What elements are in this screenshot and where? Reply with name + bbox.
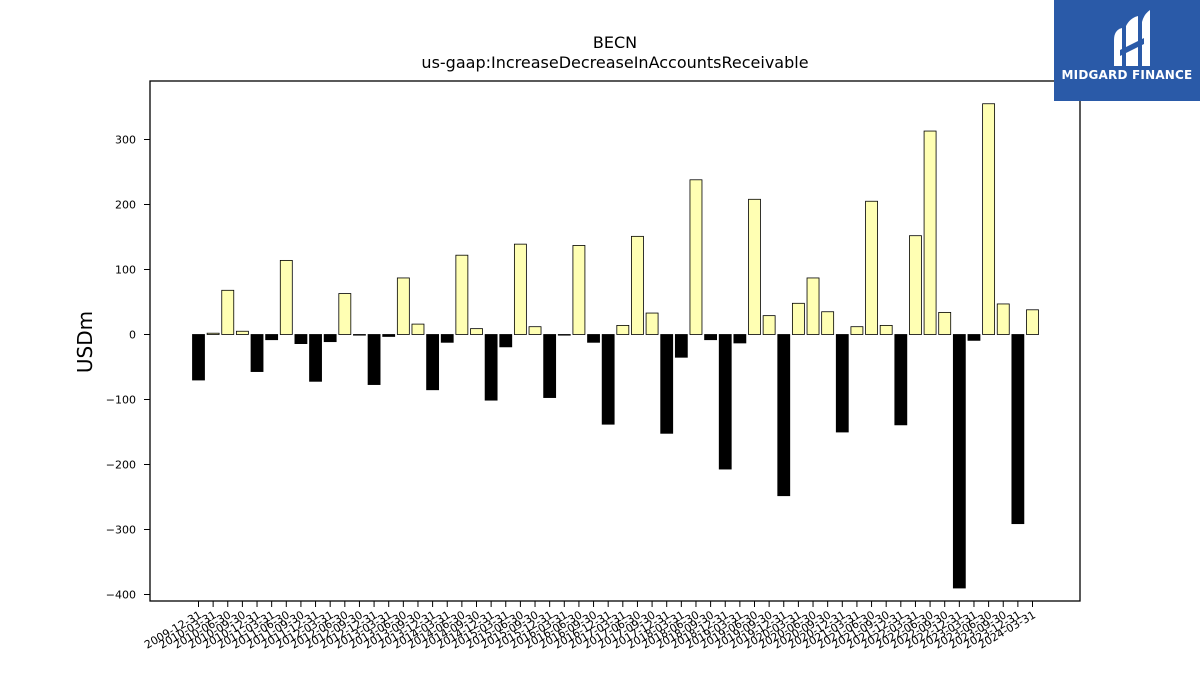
bar-2014-12-31 (484, 334, 498, 401)
bar-2023-06-30 (982, 103, 996, 335)
bar-2015-03-31 (499, 334, 513, 348)
plot-frame (149, 80, 1081, 602)
bar-2013-03-31 (382, 334, 396, 337)
bar-2021-12-31 (894, 334, 908, 426)
bars-group (192, 103, 1039, 589)
bar-2010-12-31 (250, 334, 264, 372)
y-tick-label: −400 (106, 589, 136, 602)
midgard-finance-logo: MIDGARD FINANCE (1054, 0, 1200, 101)
bar-2022-03-31 (909, 235, 922, 335)
bar-2014-06-30 (455, 254, 469, 335)
bar-2016-06-30 (572, 245, 586, 335)
y-tick-label: 300 (115, 134, 136, 147)
bar-2017-12-31 (660, 334, 674, 434)
bar-2010-03-31 (206, 332, 220, 335)
midgard-m-logo-icon (1114, 10, 1150, 66)
chart-title: BECN (593, 33, 637, 52)
bar-2024-03-31 (1026, 309, 1039, 335)
bar-2013-09-30 (411, 323, 425, 335)
bar-2019-12-31 (777, 334, 791, 497)
y-axis-ticks: −400 −300 −200 −100 0 100 200 300 (106, 134, 150, 602)
bar-2010-06-30 (221, 289, 235, 335)
y-tick-label: 100 (115, 264, 136, 277)
bar-2022-09-30 (938, 311, 952, 335)
logo-text: MIDGARD FINANCE (1061, 68, 1193, 82)
bar-2011-03-31 (265, 334, 279, 341)
y-axis-label: USDm (73, 311, 97, 373)
bar-2019-03-31 (733, 334, 747, 344)
bar-2015-12-31 (543, 334, 557, 398)
bar-2017-09-30 (645, 312, 659, 335)
bar-2018-03-31 (674, 334, 688, 358)
bar-2011-09-30 (294, 334, 308, 345)
y-tick-label: 0 (129, 329, 136, 342)
bar-2017-06-30 (631, 235, 644, 335)
bar-2021-09-30 (879, 324, 893, 335)
bar-2012-06-30 (338, 293, 352, 335)
bar-2017-03-31 (616, 324, 630, 335)
bar-2012-03-31 (323, 334, 337, 343)
y-tick-label: −100 (106, 394, 136, 407)
bar-2020-06-30 (806, 277, 820, 335)
bar-2014-03-31 (440, 334, 454, 343)
bar-2010-09-30 (235, 330, 249, 335)
bar-2016-09-30 (587, 334, 600, 343)
bar-2019-06-30 (748, 198, 761, 335)
chart-subtitle: us-gaap:IncreaseDecreaseInAccountsReceiv… (421, 53, 808, 72)
bar-2023-12-31 (1011, 334, 1025, 525)
y-tick-label: 200 (115, 199, 136, 212)
bar-2021-06-30 (865, 200, 878, 335)
bar-2013-12-31 (426, 334, 440, 391)
bar-2014-09-30 (470, 328, 483, 335)
bar-2019-09-30 (762, 315, 776, 335)
bar-2022-12-31 (952, 334, 966, 589)
bar-2018-09-30 (704, 334, 718, 341)
x-axis-ticks: 2009-12-312010-03-312010-06-302010-09-30… (142, 601, 1038, 652)
bar-2009-12-31 (192, 334, 205, 381)
bar-2012-09-30 (353, 334, 366, 336)
bar-2011-06-30 (279, 259, 293, 335)
bar-2015-06-30 (513, 243, 527, 335)
bar-2018-06-30 (689, 179, 703, 335)
bar-2021-03-31 (850, 326, 864, 335)
bar-2011-12-31 (309, 334, 322, 382)
bar-2023-09-30 (996, 303, 1010, 335)
bar-2016-03-31 (557, 334, 571, 336)
bar-2020-09-30 (821, 311, 835, 335)
bar-2022-06-30 (923, 130, 937, 335)
y-tick-label: −300 (106, 524, 136, 537)
bar-2020-03-31 (791, 302, 805, 335)
bar-2018-12-31 (718, 334, 732, 470)
bar-2023-03-31 (967, 334, 981, 341)
bar-2013-06-30 (396, 277, 410, 335)
bar-2016-12-31 (601, 334, 615, 425)
y-tick-label: −200 (106, 459, 136, 472)
bar-2020-12-31 (835, 334, 849, 433)
bar-2012-12-31 (367, 334, 381, 385)
bar-2015-09-30 (528, 326, 542, 335)
